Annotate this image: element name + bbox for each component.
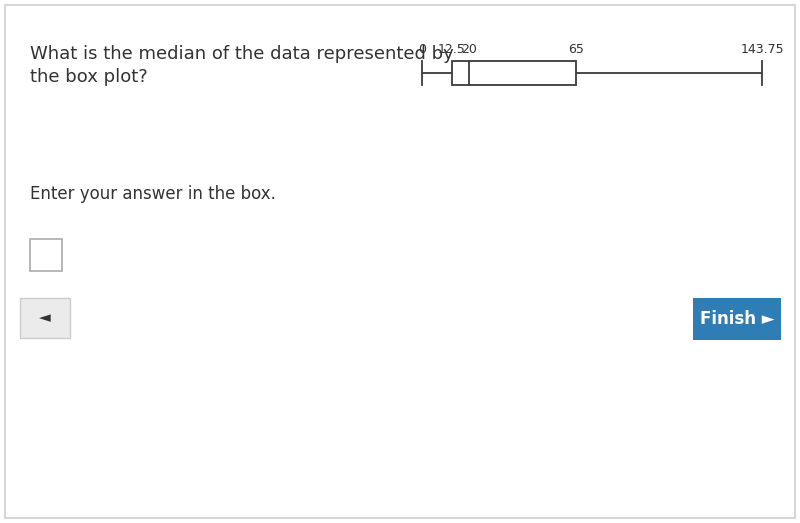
- Bar: [20, 298, 70, 338]
- Text: Finish ►: Finish ►: [700, 310, 774, 328]
- Bar: [30, 239, 62, 271]
- Text: 0: 0: [418, 43, 426, 56]
- Text: ◄: ◄: [39, 311, 51, 325]
- Bar: [693, 298, 781, 340]
- Text: What is the median of the data represented by: What is the median of the data represent…: [30, 45, 454, 63]
- Text: Enter your answer in the box.: Enter your answer in the box.: [30, 185, 276, 203]
- Text: 20: 20: [462, 43, 478, 56]
- Text: 12.5: 12.5: [438, 43, 466, 56]
- Text: 143.75: 143.75: [740, 43, 784, 56]
- Text: 65: 65: [568, 43, 584, 56]
- Bar: [451, 61, 576, 85]
- Text: the box plot?: the box plot?: [30, 68, 148, 86]
